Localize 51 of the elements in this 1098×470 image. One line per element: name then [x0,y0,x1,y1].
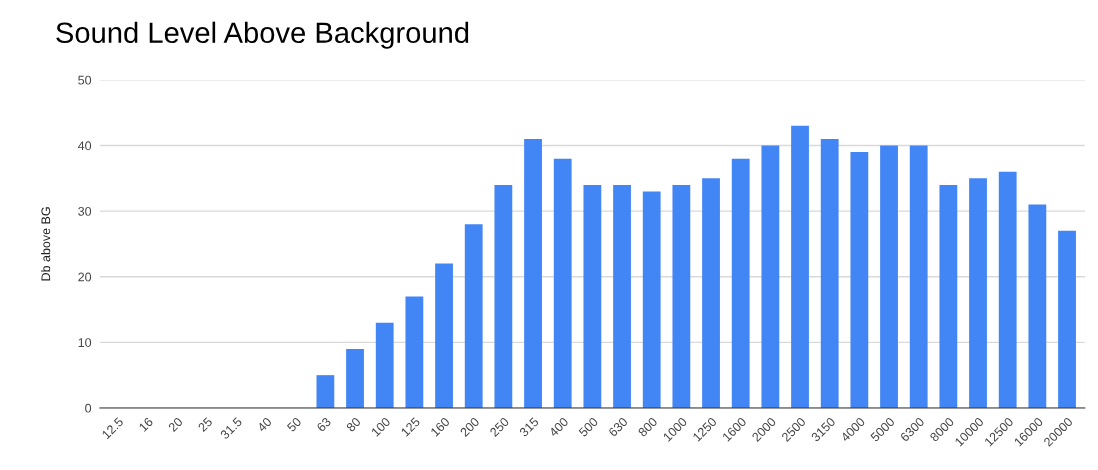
x-tick-label: 250 [489,416,510,438]
bar [316,375,335,408]
y-tick-label: 10 [78,338,92,347]
x-tick-label: 800 [637,416,658,438]
x-tick-label: 200 [459,416,480,438]
bar [1058,230,1076,408]
bar [672,184,691,408]
y-tick-label: 50 [78,75,92,85]
bar [761,145,780,408]
x-tick-label: 500 [578,416,599,438]
bar [494,184,513,408]
y-tick-label: 20 [78,272,92,282]
x-tick-label: 160 [430,416,451,437]
bar [464,224,483,408]
x-tick-label: 63 [316,416,332,433]
y-tick-label: 30 [78,206,92,216]
x-tick-label: 315 [518,416,540,438]
x-tick-label: 125 [400,416,421,437]
bar [346,348,364,408]
bar [731,158,750,408]
x-tick-label: 630 [607,416,629,438]
bar [850,152,869,408]
bar [613,184,631,408]
bar [405,296,424,408]
bar [702,178,720,408]
bar [998,171,1017,408]
x-tick-label: 50 [286,416,302,433]
bar [583,184,602,408]
bar [791,125,809,408]
x-tick-label: 400 [548,416,569,438]
x-tick-label: 16 [138,416,154,432]
bar [435,263,453,408]
bar [939,184,958,408]
bar [969,178,987,408]
bar [909,145,928,408]
x-tick-label: 80 [345,416,362,433]
x-tick-label: 100 [370,416,391,437]
bar [880,145,898,408]
y-tick-label: 0 [85,403,92,413]
x-tick-label: 40 [256,416,273,433]
bar [642,191,661,408]
bar [524,138,542,408]
bar [553,158,572,408]
x-tick-label: 20 [167,416,184,433]
bar [1028,204,1047,408]
y-tick-label: 40 [77,141,92,151]
y-axis-title: Db above BG [41,207,51,281]
chart-title: Sound Level Above Background [56,21,469,49]
x-tick-label: 25 [197,416,213,433]
bar [375,322,394,408]
bar [820,138,839,408]
